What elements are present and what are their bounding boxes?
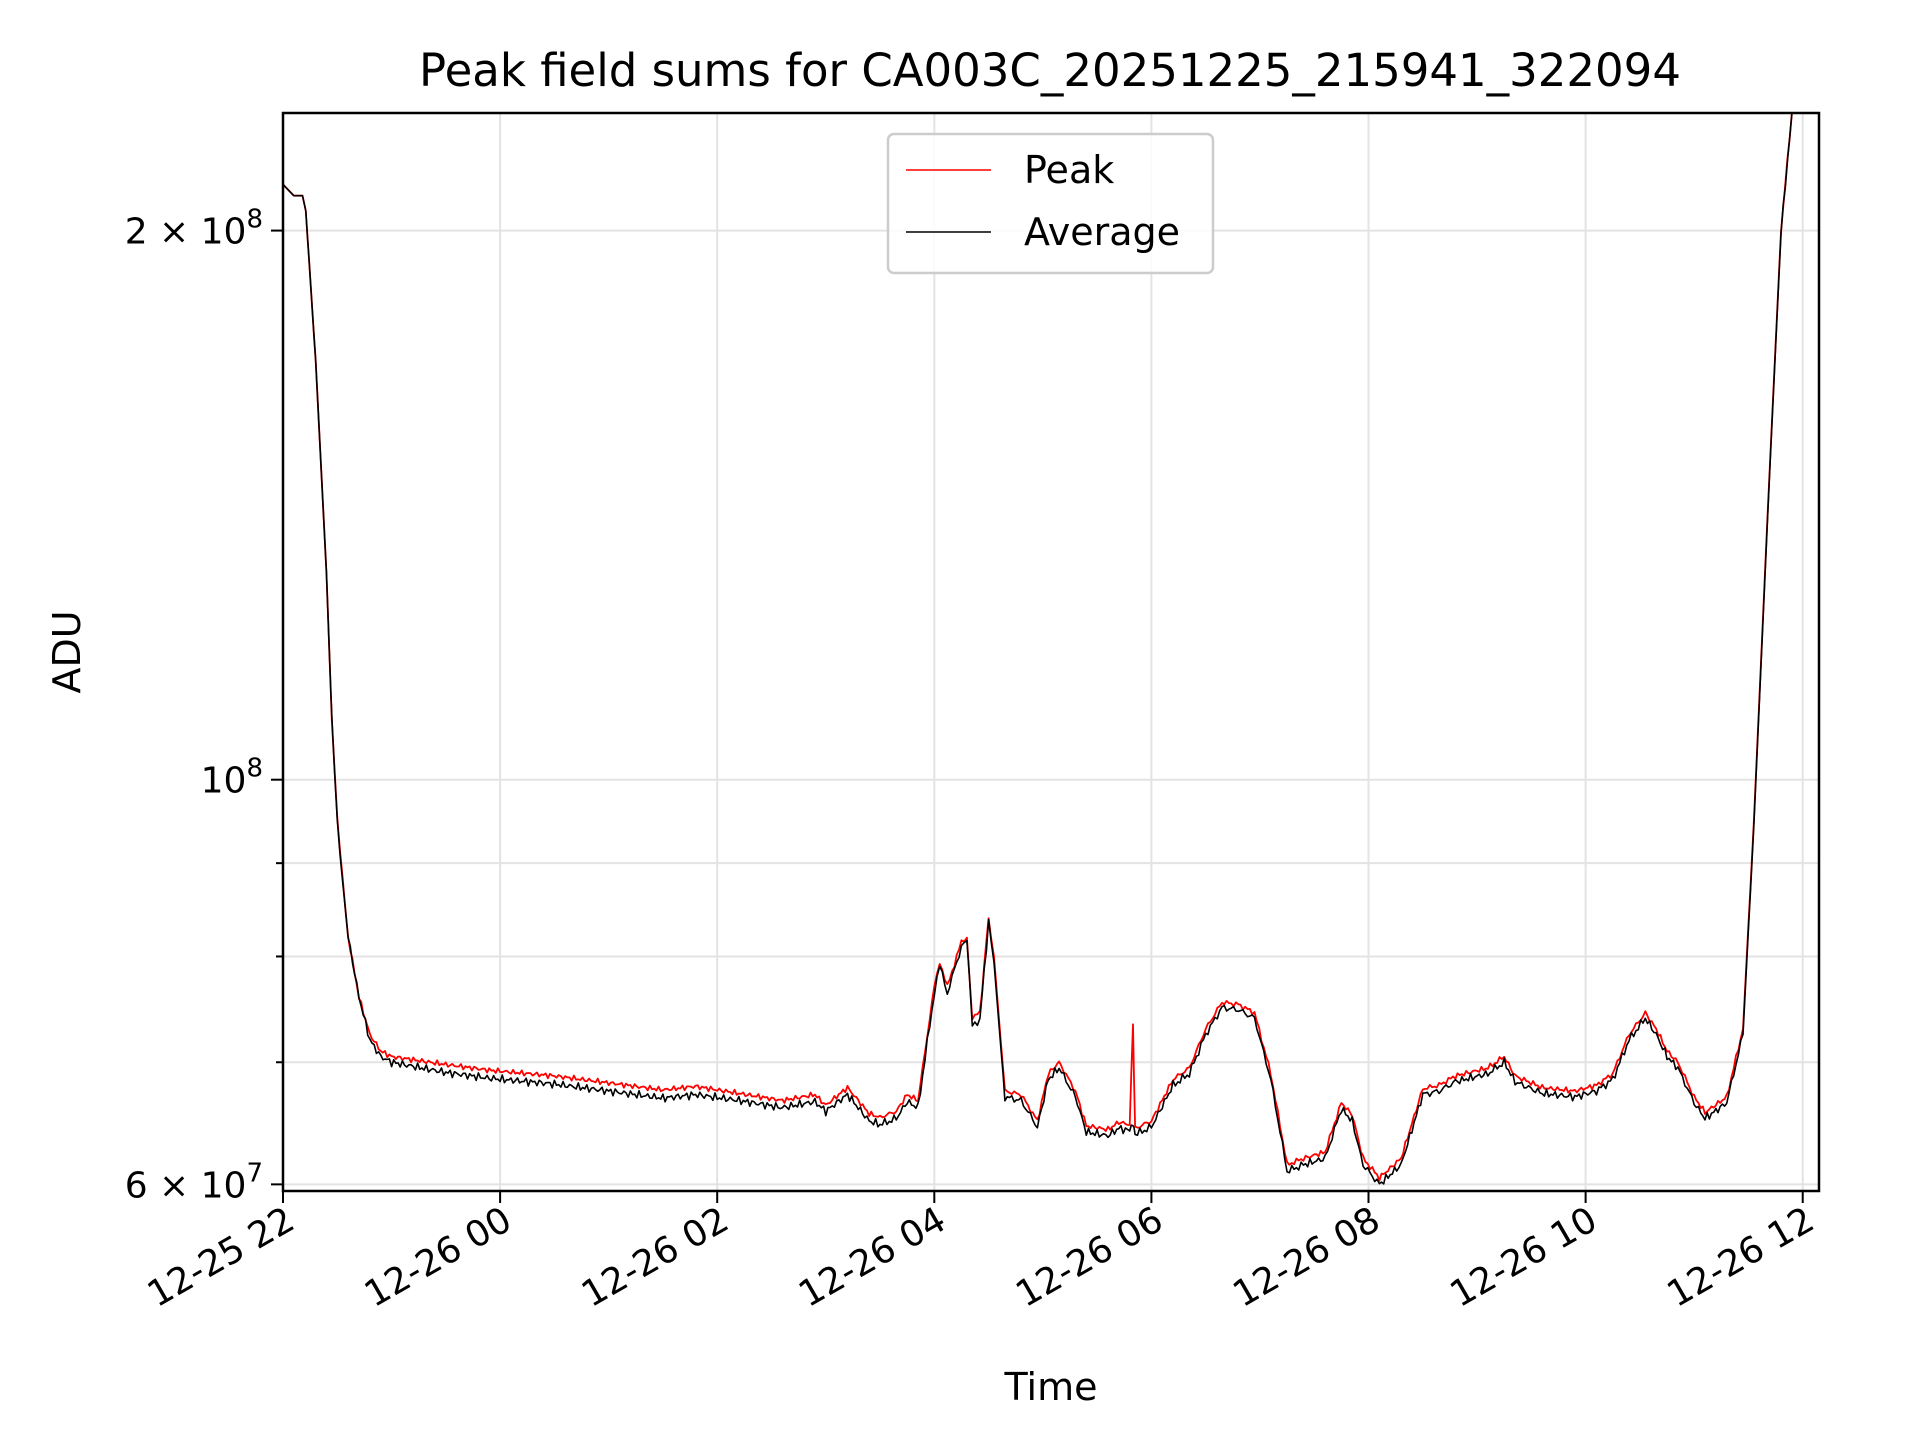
plot-frame xyxy=(281,111,1821,1193)
chart-title: Peak field sums for CA003C_20251225_2159… xyxy=(419,44,1681,97)
legend-box xyxy=(886,132,1215,275)
y-tick-label-0: 2 × 108 xyxy=(125,205,263,253)
legend: Peak Average xyxy=(886,132,1215,275)
x-axis-label: Time xyxy=(1004,1365,1098,1409)
y-axis-label: ADU xyxy=(45,610,89,693)
y-tick-label-2: 6 × 107 xyxy=(125,1158,263,1206)
grid xyxy=(282,113,1819,1191)
y-tick-label-1: 108 xyxy=(201,754,263,802)
series-line-average xyxy=(283,113,1793,1185)
y-axis-ticks: 2 × 108 108 6 × 107 xyxy=(125,205,283,1206)
legend-label-peak: Peak xyxy=(1024,148,1114,192)
series-layer xyxy=(283,113,1793,1185)
legend-label-average: Average xyxy=(1024,210,1180,254)
series-line-peak xyxy=(283,113,1793,1182)
